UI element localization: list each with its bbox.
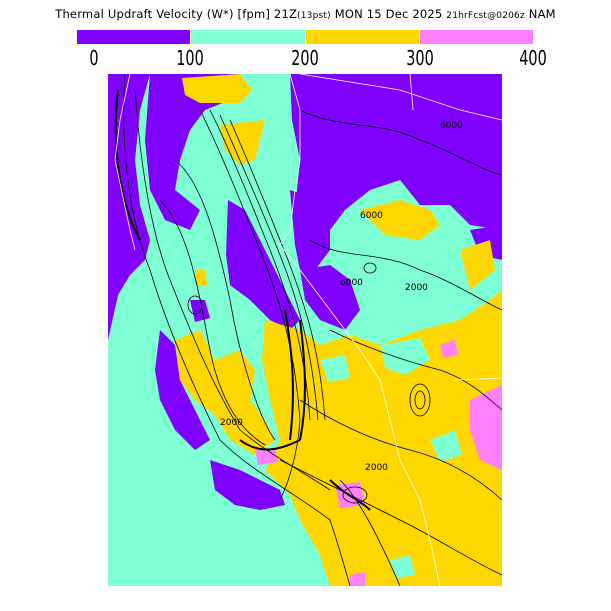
contour-lines — [123, 74, 502, 586]
contour-label: 2000 — [365, 463, 388, 473]
contour-label: 6000 — [360, 211, 383, 221]
bold-contours — [114, 89, 371, 511]
contour-label: 2000 — [220, 418, 243, 428]
contour-label: 6000 — [440, 121, 463, 131]
updraft-islands — [320, 338, 462, 578]
contour-label: 6000 — [340, 278, 363, 288]
legend-tick: 100 — [176, 46, 204, 70]
color-legend — [77, 30, 533, 44]
title-model: NAM — [524, 7, 556, 21]
title-forecast: 21hrFcst@0206z — [446, 11, 525, 21]
legend-tick: 300 — [406, 46, 434, 70]
low-updraft-regions — [108, 74, 502, 510]
legend-tick: 0 — [89, 46, 99, 70]
contour-labels: 6000 6000 2000 2000 2000 6000 — [220, 121, 463, 473]
state-borders — [114, 74, 502, 586]
title-local-time: (13pst) — [297, 11, 331, 21]
legend-bin-100-200 — [191, 30, 305, 44]
map-title: Thermal Updraft Velocity (W*) [fpm] 21Z(… — [0, 7, 611, 21]
legend-bin-200-300 — [305, 30, 419, 44]
title-date: MON 15 Dec 2025 — [330, 7, 447, 21]
contour-label: 2000 — [405, 283, 428, 293]
legend-bin-300-400 — [419, 30, 533, 44]
legend-tick: 200 — [291, 46, 319, 70]
title-main: Thermal Updraft Velocity (W*) [fpm] 21Z — [55, 7, 298, 21]
legend-bin-0-100 — [77, 30, 191, 44]
legend-tick: 400 — [519, 46, 547, 70]
